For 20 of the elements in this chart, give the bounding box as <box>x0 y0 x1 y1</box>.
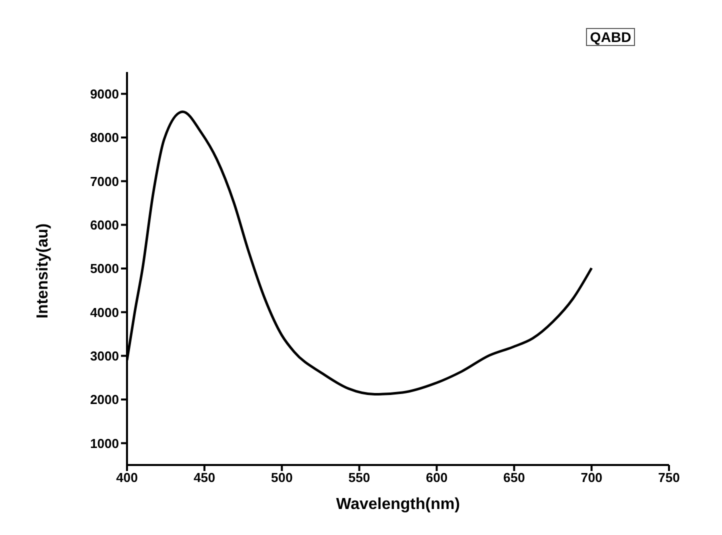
y-axis-title: Intensity(au) <box>34 223 52 318</box>
y-tick-label: 3000 <box>90 348 119 364</box>
x-tick-label: 500 <box>271 470 293 486</box>
x-tick-label: 450 <box>194 470 216 486</box>
y-tick-label: 2000 <box>90 392 119 408</box>
x-tick-label: 400 <box>116 470 138 486</box>
x-tick-label: 750 <box>658 470 680 486</box>
y-tick-label: 9000 <box>90 86 119 102</box>
y-tick-label: 7000 <box>90 174 119 189</box>
y-tick-label: 1000 <box>90 436 119 451</box>
x-tick-label: 700 <box>580 470 602 486</box>
x-tick-label: 600 <box>426 470 448 486</box>
y-tick-label: 5000 <box>90 261 119 276</box>
x-axis-title: Wavelength(nm) <box>336 496 460 513</box>
y-tick-label: 8000 <box>90 130 119 146</box>
y-tick-label: 4000 <box>90 304 119 320</box>
x-tick-label: 650 <box>503 470 525 486</box>
x-tick-label: 550 <box>348 470 370 486</box>
y-tick-label: 6000 <box>90 217 119 232</box>
text: QABD <box>586 28 636 46</box>
